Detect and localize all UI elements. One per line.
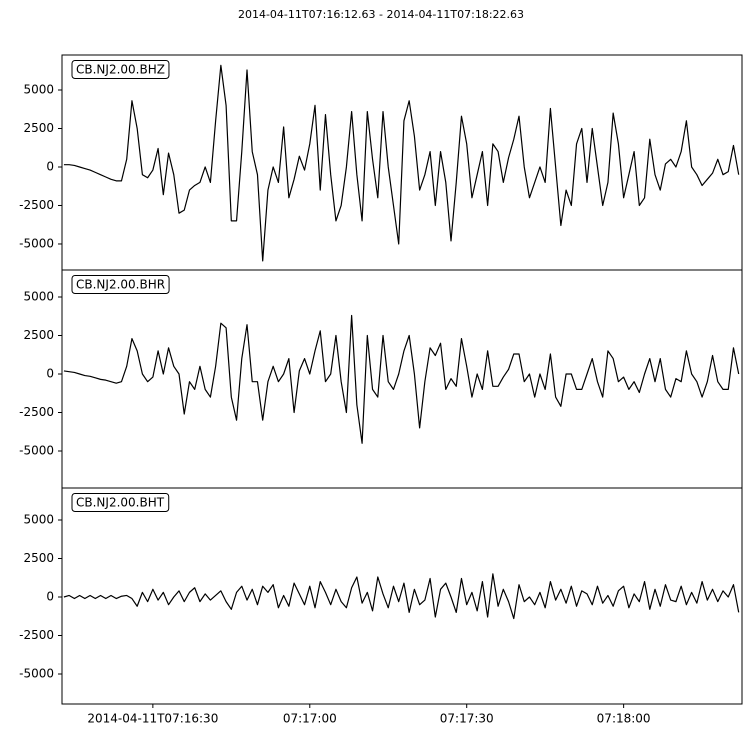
y-tick-label: -2500: [19, 628, 54, 642]
trace-label-box: [71, 275, 170, 294]
x-tick-label: 07:17:30: [440, 712, 494, 726]
y-tick-label: 2500: [23, 121, 54, 135]
y-tick-label: -2500: [19, 405, 54, 419]
trace-label: CB.NJ2.00.BHZ: [76, 63, 165, 77]
y-tick-label: 0: [46, 159, 54, 173]
y-tick-label: 2500: [23, 328, 54, 342]
y-tick-label: 5000: [23, 289, 54, 303]
trace-label-box: [71, 60, 170, 79]
trace-label: CB.NJ2.00.BHR: [76, 278, 165, 292]
y-tick-label: 2500: [23, 551, 54, 565]
trace-label: CB.NJ2.00.BHT: [76, 496, 165, 510]
waveform: [63, 314, 740, 444]
waveform: [63, 64, 740, 262]
y-tick-label: 0: [46, 366, 54, 380]
y-tick-label: 5000: [23, 513, 54, 527]
chart-title: 2014-04-11T07:16:12.63 - 2014-04-11T07:1…: [238, 8, 524, 21]
panel-frame: [61, 487, 743, 705]
waveform: [63, 573, 740, 620]
x-tick-label: 07:17:00: [283, 712, 337, 726]
y-tick-label: -5000: [19, 443, 54, 457]
y-tick-label: -5000: [19, 236, 54, 250]
y-tick-label: 5000: [23, 82, 54, 96]
y-tick-label: -5000: [19, 667, 54, 681]
trace-label-box: [71, 493, 170, 512]
x-tick-label: 2014-04-11T07:16:30: [87, 712, 218, 726]
y-tick-label: -2500: [19, 198, 54, 212]
y-tick-label: 0: [46, 590, 54, 604]
x-tick-label: 07:18:00: [597, 712, 651, 726]
